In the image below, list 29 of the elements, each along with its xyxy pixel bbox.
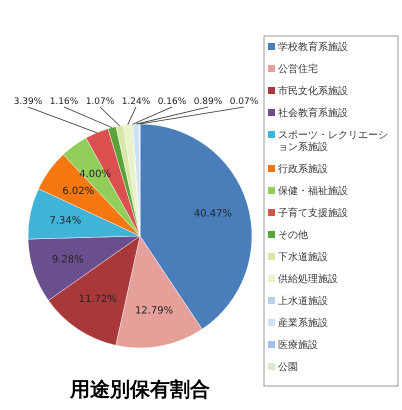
data-label: 0.16% [158, 97, 187, 107]
data-label: 0.07% [230, 97, 259, 107]
legend-label: 供給処理施設 [278, 273, 338, 285]
data-label: 1.07% [86, 97, 115, 107]
legend-label: 行政系施設 [278, 163, 328, 175]
data-label: 1.16% [50, 97, 79, 107]
data-label: 0.89% [194, 97, 223, 107]
legend-label: 下水道施設 [278, 251, 328, 263]
data-label: 3.39% [14, 97, 43, 107]
legend-label: 公園 [278, 361, 298, 373]
data-label: 12.79% [134, 306, 174, 317]
legend-label: スポーツ・レクリエーション系施設 [278, 130, 388, 153]
legend-label: 市民文化系施設 [278, 85, 348, 97]
legend-label: 医療施設 [278, 339, 318, 351]
legend-label: その他 [278, 229, 308, 241]
data-label: 6.02% [62, 186, 94, 198]
data-label: 40.47% [194, 208, 232, 220]
text: 用途別保有割合 [69, 377, 210, 401]
data-label: 7.34% [50, 215, 82, 226]
legend-label: 子育て支援施設 [278, 207, 348, 219]
data-label: 9.28% [52, 254, 84, 266]
data-label: 11.72% [78, 294, 117, 306]
data-label: 1.24% [122, 97, 151, 107]
legend-label: 上水道施設 [278, 295, 328, 307]
legend-label: 保健・福祉施設 [278, 185, 348, 197]
legend-label: 産業系施設 [278, 317, 328, 329]
legend-label: 公営住宅 [278, 63, 318, 75]
legend-label: 社会教育系施設 [278, 107, 348, 119]
legend-label: 学校教育系施設 [278, 41, 348, 53]
